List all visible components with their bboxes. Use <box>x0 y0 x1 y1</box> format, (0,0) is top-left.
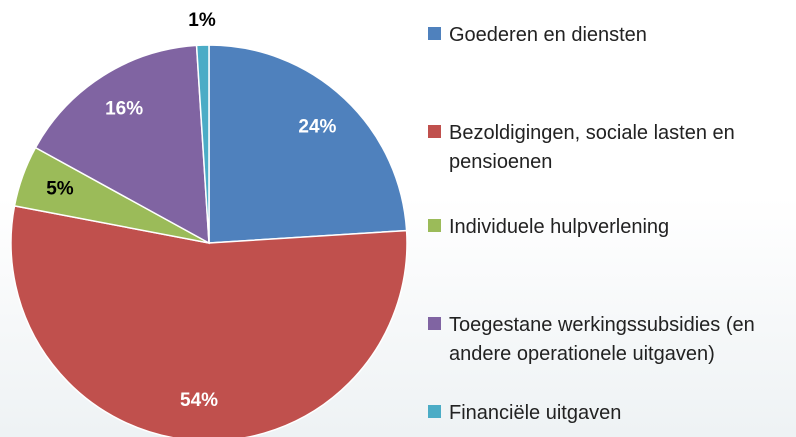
legend-item: Individuele hulpverlening <box>428 213 788 242</box>
legend-swatch <box>428 125 441 138</box>
legend-label: Financiële uitgaven <box>449 402 622 424</box>
legend-swatch <box>428 219 441 232</box>
pie-slice <box>10 205 408 437</box>
legend-label: Bezoldigingen, sociale lasten en pensioe… <box>449 122 735 173</box>
pie-slice <box>195 44 210 244</box>
legend-label: Goederen en diensten <box>449 24 647 46</box>
data-label: 54% <box>180 390 218 411</box>
data-label: 1% <box>188 10 216 31</box>
legend-swatch <box>428 405 441 418</box>
legend-item: Toegestane werkingssubsidies (en andere … <box>428 311 788 369</box>
legend-label: Individuele hulpverlening <box>449 216 670 238</box>
data-label: 5% <box>46 178 74 199</box>
legend-item: Goederen en diensten <box>428 21 788 50</box>
data-label: 24% <box>298 117 336 138</box>
legend-label: Toegestane werkingssubsidies (en andere … <box>449 314 755 365</box>
pie-slice <box>34 44 210 245</box>
legend-item: Bezoldigingen, sociale lasten en pensioe… <box>428 119 788 177</box>
legend-swatch <box>428 317 441 330</box>
pie-slice <box>208 44 408 244</box>
legend-item: Financiële uitgaven <box>428 399 788 428</box>
data-label: 16% <box>105 98 143 119</box>
legend-swatch <box>428 27 441 40</box>
